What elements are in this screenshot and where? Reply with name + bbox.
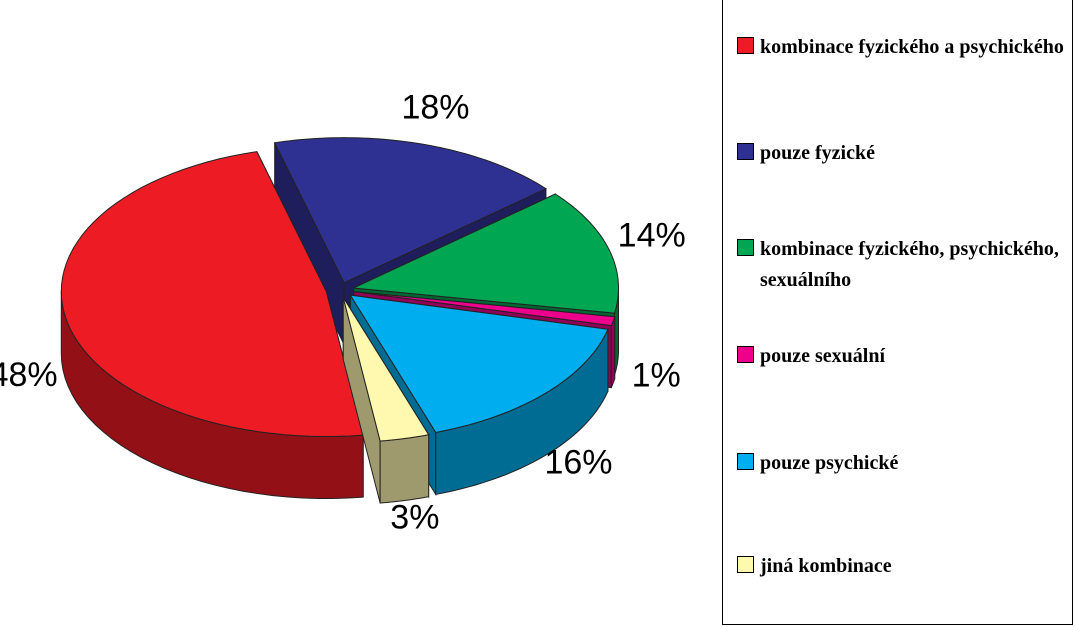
legend-entry: pouze sexuální xyxy=(737,341,1070,372)
data-label: 1% xyxy=(632,356,681,394)
legend-label: pouze fyzické xyxy=(760,142,875,164)
legend-entry: kombinace fyzického a psychického xyxy=(737,32,1070,63)
slice-side xyxy=(379,434,430,504)
data-label: 16% xyxy=(544,443,612,481)
legend-entry: pouze psychické xyxy=(737,448,1070,479)
legend-swatch xyxy=(737,37,754,54)
legend-entry: jiná kombinace xyxy=(737,551,1070,582)
slice-top xyxy=(353,291,616,327)
slice-top xyxy=(351,193,620,314)
legend-label: kombinace fyzického a psychického xyxy=(760,36,1064,58)
slice xyxy=(342,295,430,504)
slice-top xyxy=(273,137,547,284)
legend-label: pouze psychické xyxy=(760,452,899,474)
slice-top xyxy=(60,151,364,438)
slice-top xyxy=(349,294,609,433)
legend-swatch xyxy=(737,346,754,363)
legend: kombinace fyzického a psychického pouze f… xyxy=(722,0,1073,625)
slice-top xyxy=(342,297,430,442)
legend-entry: kombinace fyzického, psychického, sexuál… xyxy=(737,234,1070,296)
data-label: 48% xyxy=(0,356,58,394)
legend-swatch xyxy=(737,143,754,160)
legend-label: kombinace fyzického, psychického, sexuál… xyxy=(760,238,1059,291)
pie-area: 48% 18% 14% 1% 16% 3% xyxy=(0,88,686,537)
slice-side xyxy=(610,316,616,388)
data-label: 14% xyxy=(618,216,686,254)
legend-label: pouze sexuální xyxy=(760,345,886,367)
data-label: 18% xyxy=(401,88,469,126)
slice xyxy=(60,151,364,499)
legend-label: jiná kombinace xyxy=(760,555,892,577)
legend-swatch xyxy=(737,556,754,573)
legend-swatch xyxy=(737,239,754,256)
slice xyxy=(349,293,609,497)
data-label: 3% xyxy=(390,499,439,537)
legend-swatch xyxy=(737,453,754,470)
legend-entry: pouze fyzické xyxy=(737,138,1070,169)
